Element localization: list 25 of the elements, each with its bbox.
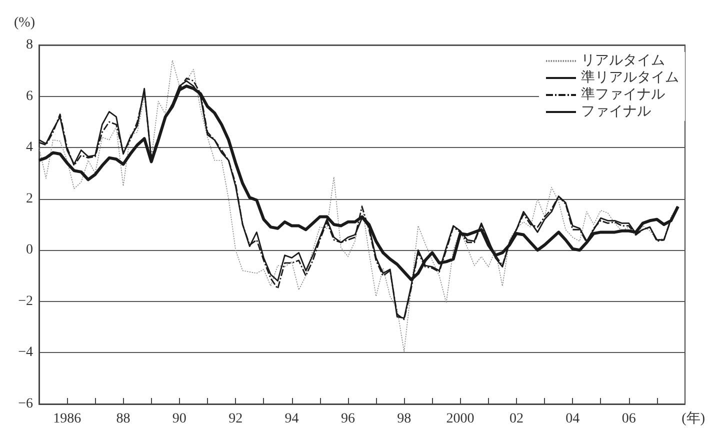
x-tick-label: 04 xyxy=(566,412,580,426)
y-tick-label: −6 xyxy=(18,396,33,412)
y-tick-label: 0 xyxy=(26,242,33,258)
x-tick-label: 2000 xyxy=(446,412,474,426)
x-tick-label: 90 xyxy=(172,412,186,426)
x-tick-label: 06 xyxy=(622,412,636,426)
x-tick-label: 98 xyxy=(397,412,412,426)
x-tick-label: 92 xyxy=(228,412,243,426)
x-tick-label: 96 xyxy=(340,412,355,426)
y-tick-label: 4 xyxy=(26,140,33,156)
y-tick-label: −4 xyxy=(18,345,33,360)
y-tick-label: 8 xyxy=(26,38,33,52)
y-axis-title: (%) xyxy=(14,16,36,30)
x-tick-label: 88 xyxy=(116,412,130,426)
y-tick-label: 2 xyxy=(26,191,33,206)
legend-label: 準リアルタイム xyxy=(581,70,679,86)
y-tick-label: 6 xyxy=(26,88,33,104)
legend-label: 準ファイナル xyxy=(581,86,665,102)
x-axis-title: (年) xyxy=(682,410,706,426)
x-tick-label: 1986 xyxy=(53,412,82,426)
x-tick-label: 02 xyxy=(509,412,524,426)
legend-label: リアルタイム xyxy=(581,54,665,68)
x-tick-label: 94 xyxy=(284,412,299,426)
legend-label: ファイナル xyxy=(581,104,651,120)
y-tick-label: −2 xyxy=(18,294,33,309)
